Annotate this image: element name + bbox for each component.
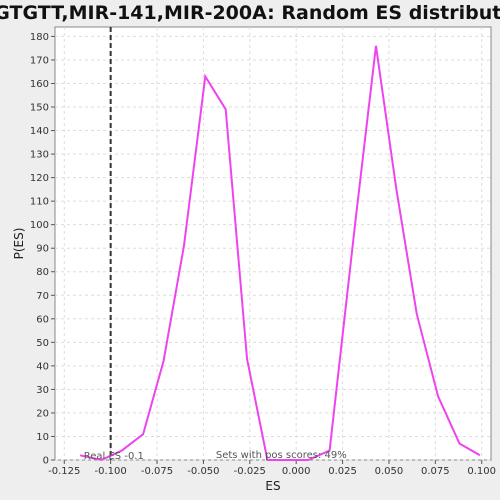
y-tick-label: 180 — [30, 32, 49, 43]
x-tick-label: -0.125 — [48, 466, 80, 477]
y-tick-label: 150 — [30, 103, 49, 114]
pos-scores-annotation: Sets with pos scores: 49% — [216, 450, 347, 461]
plot-area — [54, 26, 492, 461]
y-tick-label: 30 — [36, 385, 49, 396]
y-tick-label: 120 — [30, 173, 49, 184]
chart-title: CAGTGTT,MIR-141,MIR-200A: Random ES dist… — [0, 2, 500, 24]
series-line — [79, 45, 481, 462]
x-tick-label: 0.025 — [328, 466, 357, 477]
x-tick-label: -0.075 — [141, 466, 173, 477]
y-tick-label: 170 — [30, 55, 49, 66]
y-tick-label: 70 — [36, 291, 49, 302]
y-tick-label: 0 — [43, 456, 49, 467]
y-tick-label: 80 — [36, 267, 49, 278]
y-tick-label: 50 — [36, 338, 49, 349]
x-tick-label: -0.100 — [95, 466, 127, 477]
y-tick-label: 140 — [30, 126, 49, 137]
y-tick-label: 160 — [30, 79, 49, 90]
y-tick-label: 10 — [36, 432, 49, 443]
x-axis-label: ES — [265, 479, 280, 493]
x-tick-label: -0.050 — [187, 466, 219, 477]
x-tick-label: 0.075 — [421, 466, 450, 477]
x-tick-label: -0.025 — [234, 466, 266, 477]
y-axis-label: P(ES) — [12, 228, 26, 260]
real-es-annotation: Real ES -0.1 — [84, 451, 144, 462]
y-tick-label: 130 — [30, 150, 49, 161]
y-tick-label: 20 — [36, 408, 49, 419]
y-tick-label: 110 — [30, 197, 49, 208]
axes: 0 10 20 30 40 50 60 70 80 90 100 110 120 130 140 150 160… — [30, 32, 496, 477]
y-tick-label: 100 — [30, 220, 49, 231]
y-tick-label: 90 — [36, 244, 49, 255]
x-tick-label: 0.000 — [282, 466, 311, 477]
y-tick-label: 40 — [36, 361, 49, 372]
x-tick-label: 0.050 — [375, 466, 404, 477]
x-tick-label: 0.100 — [467, 466, 496, 477]
y-tick-label: 60 — [36, 314, 49, 325]
